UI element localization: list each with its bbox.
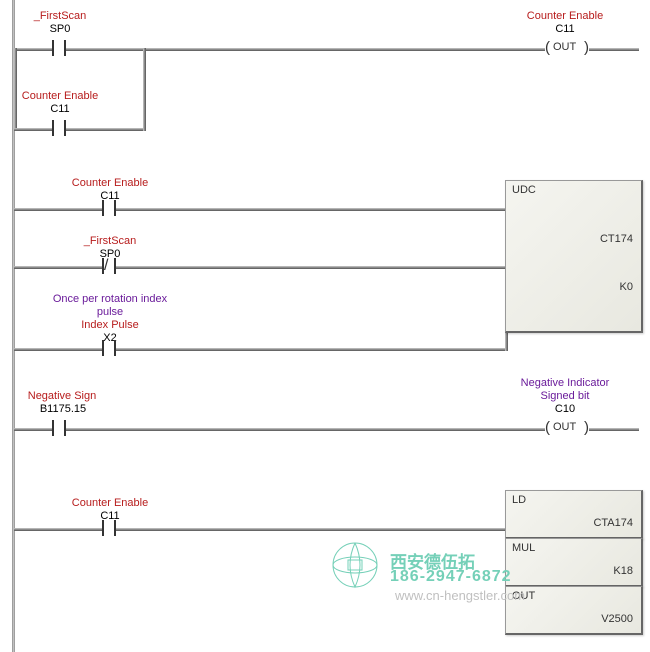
- nc-contact: /: [102, 258, 116, 274]
- box-title: MUL: [512, 542, 535, 554]
- output-coil: (OUT): [545, 420, 589, 436]
- coil-desc: Counter Enable: [505, 10, 625, 22]
- watermark-logo-icon: [330, 540, 380, 590]
- contact-addr: SP0: [30, 23, 90, 35]
- output-coil: (OUT): [545, 40, 589, 56]
- coil-addr: C10: [510, 403, 620, 415]
- wire: [66, 428, 545, 431]
- contact-addr: B1175.15: [28, 403, 98, 415]
- contact-desc: Counter Enable: [20, 90, 100, 102]
- wire: [66, 48, 545, 51]
- contact-addr: C11: [30, 103, 90, 115]
- no-contact: [102, 340, 116, 356]
- wire: [14, 48, 17, 128]
- udc-box: UDC CT174 K0: [505, 180, 643, 333]
- coil-desc: Negative Indicator: [510, 377, 620, 389]
- contact-desc: Counter Enable: [70, 497, 150, 509]
- wire: [14, 428, 52, 431]
- watermark-url: www.cn-hengstler.com: [395, 588, 525, 603]
- contact-desc: pulse: [80, 306, 140, 318]
- wire: [116, 528, 505, 531]
- contact-desc: Once per rotation index: [50, 293, 170, 305]
- box-title: UDC: [512, 184, 536, 196]
- box-val: CTA174: [593, 517, 633, 529]
- wire: [14, 48, 52, 51]
- contact-desc: Counter Enable: [70, 177, 150, 189]
- wire: [116, 266, 505, 269]
- wire: [589, 428, 639, 431]
- box-title: LD: [512, 494, 526, 506]
- wire: [14, 208, 102, 211]
- wire: [14, 348, 102, 351]
- wire: [116, 208, 505, 211]
- coil-addr: C11: [505, 23, 625, 35]
- no-contact: [52, 120, 66, 136]
- wire: [66, 128, 146, 131]
- no-contact: [102, 520, 116, 536]
- box-val: K0: [620, 281, 633, 293]
- no-contact: [52, 40, 66, 56]
- box-val: K18: [613, 565, 633, 577]
- wire: [14, 266, 102, 269]
- contact-desc: _FirstScan: [30, 10, 90, 22]
- no-contact: [52, 420, 66, 436]
- out-box: OUT V2500: [505, 586, 643, 635]
- no-contact: [102, 200, 116, 216]
- contact-desc: Index Pulse: [75, 319, 145, 331]
- box-val: CT174: [600, 233, 633, 245]
- wire: [14, 128, 52, 131]
- ld-box: LD CTA174: [505, 490, 643, 539]
- watermark-phone: 186-2947-6872: [390, 568, 512, 586]
- coil-desc2: Signed bit: [510, 390, 620, 402]
- box-val: V2500: [601, 613, 633, 625]
- wire: [143, 48, 146, 131]
- wire: [14, 528, 102, 531]
- mul-box: MUL K18: [505, 538, 643, 587]
- wire: [505, 330, 508, 351]
- wire: [116, 348, 505, 351]
- contact-desc: Negative Sign: [22, 390, 102, 402]
- contact-desc: _FirstScan: [80, 235, 140, 247]
- wire: [589, 48, 639, 51]
